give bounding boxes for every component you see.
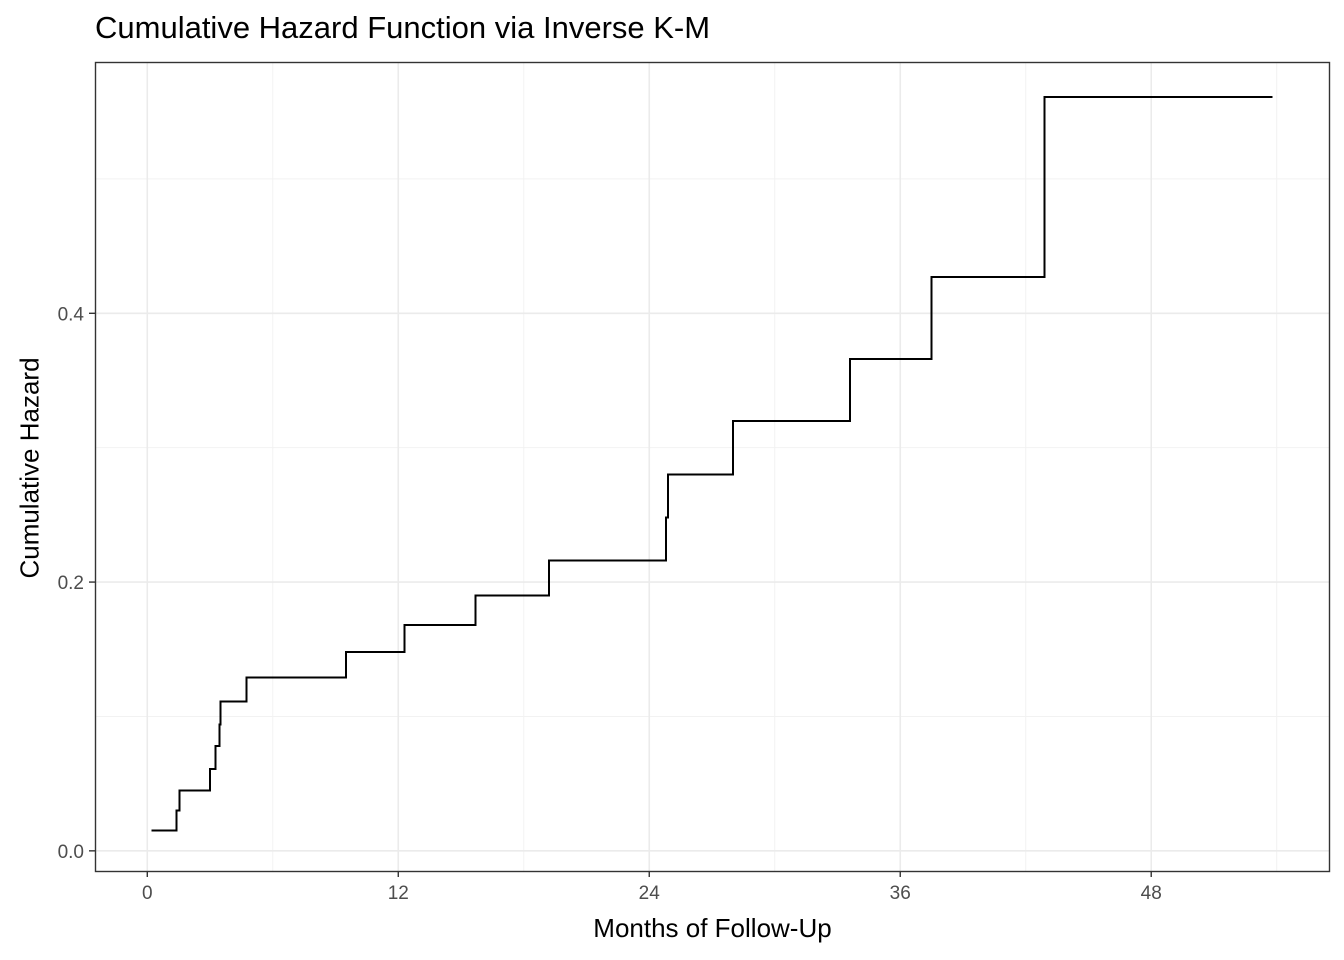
x-tick-label: 36 <box>890 883 911 904</box>
x-tick-label: 0 <box>142 883 153 904</box>
y-tick-label: 0.4 <box>58 304 85 325</box>
series-layer <box>151 95 1273 832</box>
x-axis: 0 12 24 36 48 <box>142 871 1162 904</box>
y-tick-label: 0.2 <box>58 573 84 594</box>
x-axis-label: Months of Follow-Up <box>593 913 832 943</box>
y-tick-label: 0.0 <box>58 842 84 863</box>
x-tick-label: 24 <box>639 883 661 904</box>
grid-minor <box>95 62 1329 871</box>
x-tick-label: 12 <box>388 883 409 904</box>
x-tick-label: 48 <box>1141 883 1162 904</box>
hazard-step-line <box>151 95 1273 832</box>
chart-title: Cumulative Hazard Function via Inverse K… <box>95 10 711 45</box>
y-axis-label: Cumulative Hazard <box>14 357 45 579</box>
panel-border <box>94 61 1331 873</box>
grid-major <box>95 62 1329 871</box>
y-axis: 0.0 0.2 0.4 <box>58 304 95 863</box>
